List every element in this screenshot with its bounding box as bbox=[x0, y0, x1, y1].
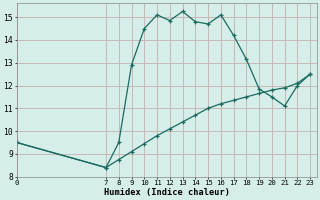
X-axis label: Humidex (Indice chaleur): Humidex (Indice chaleur) bbox=[104, 188, 230, 197]
